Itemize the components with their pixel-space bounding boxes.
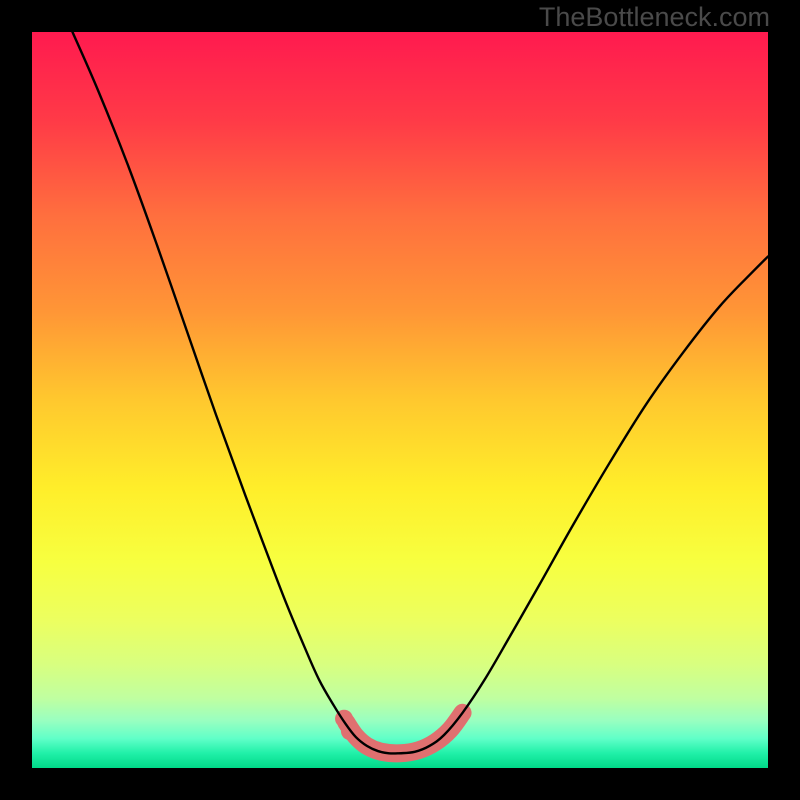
primary-curve-right	[400, 256, 768, 753]
plot-area	[32, 32, 768, 768]
curve-layer	[32, 32, 768, 768]
primary-curve-left	[72, 32, 400, 753]
chart-stage: TheBottleneck.com	[0, 0, 800, 800]
watermark-text: TheBottleneck.com	[539, 2, 770, 33]
